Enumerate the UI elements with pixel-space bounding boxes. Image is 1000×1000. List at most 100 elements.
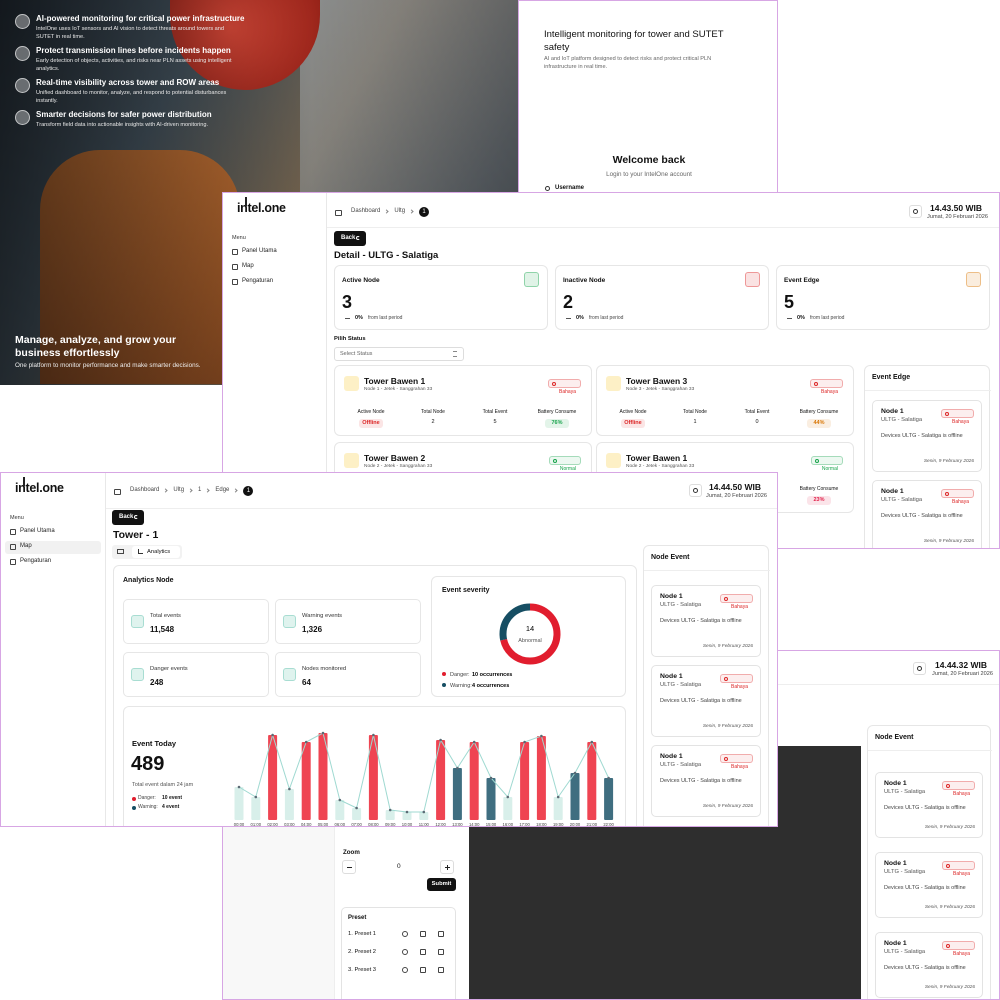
- event-node: Node 1: [660, 673, 683, 680]
- monitor-tab[interactable]: [117, 549, 124, 554]
- breadcrumb-chevron: [233, 488, 239, 493]
- breadcrumb-item[interactable]: 1: [198, 487, 202, 493]
- menu-active: [5, 541, 101, 554]
- badge-icon: [724, 677, 729, 681]
- zoom-value: 0: [397, 863, 401, 870]
- event-ultg: ULTG - Salatiga: [884, 949, 926, 955]
- stat-icon: [745, 272, 760, 287]
- feature-title: Smarter decisions for safer power distri…: [36, 110, 212, 119]
- sidebar: [1, 473, 106, 826]
- breadcrumb-item[interactable]: Edge: [215, 487, 230, 493]
- sidebar-toggle[interactable]: [335, 210, 342, 216]
- metric-value: 23%: [807, 496, 831, 505]
- x-tick-label: 22:00: [603, 822, 614, 827]
- menu-item[interactable]: Pengaturan: [20, 558, 52, 564]
- menu-item[interactable]: Map: [20, 543, 32, 549]
- tile-icon: [131, 615, 144, 628]
- metric-value: 5: [493, 419, 497, 425]
- event-message: Devices ULTG - Salatiga is offline: [884, 885, 966, 891]
- badge-icon: [946, 944, 951, 948]
- metric-tile: Nodes monitored 64: [275, 652, 421, 697]
- badge-label: Bahaya: [952, 419, 969, 425]
- back-button[interactable]: Back: [112, 510, 144, 525]
- analytics-tab[interactable]: Analytics: [132, 546, 180, 558]
- event-today-card: Event Today 489 Total event dalam 24 jam Da…: [123, 706, 626, 827]
- bar: [318, 733, 328, 820]
- sidebar-toggle[interactable]: [114, 489, 121, 495]
- bar: [553, 797, 563, 820]
- menu-item[interactable]: Pengaturan: [242, 278, 274, 284]
- preset-action[interactable]: [420, 949, 426, 955]
- bar-dot: [422, 810, 426, 814]
- menu-item[interactable]: Panel Utama: [20, 528, 55, 534]
- feature-icon: [15, 78, 30, 93]
- tower-card[interactable]: Tower Bawen 1 Node 1 - Jetek - Sanggrahan…: [334, 365, 592, 436]
- severity-card: Event severity 14 Abnormal Danger: 10 occurr…: [431, 576, 626, 697]
- theme-toggle[interactable]: [689, 484, 702, 497]
- header-divider: [106, 508, 777, 509]
- preset-name: 2. Preset 2: [348, 949, 377, 955]
- zoom-in[interactable]: [440, 860, 454, 874]
- breadcrumb-item[interactable]: Ultg: [394, 208, 406, 214]
- preset-action[interactable]: [402, 931, 408, 937]
- zoom-out[interactable]: [342, 860, 356, 874]
- status-select[interactable]: Select Status: [334, 347, 464, 361]
- submit-button[interactable]: Submit: [427, 878, 456, 891]
- menu-item[interactable]: Map: [242, 263, 254, 269]
- x-tick-label: 04:00: [301, 822, 312, 827]
- event-item[interactable]: Node 1 ULTG - Salatiga Bahaya Devices ULTG …: [651, 585, 761, 657]
- preset-action[interactable]: [438, 949, 444, 955]
- event-node: Node 1: [884, 860, 907, 867]
- metric-label: Battery Consume: [799, 409, 839, 415]
- preset-name: 3. Preset 3: [348, 967, 377, 973]
- clock-time: 14.43.50 WIB: [930, 203, 982, 213]
- preset-action[interactable]: [420, 931, 426, 937]
- event-item[interactable]: Node 1 ULTG - Salatiga Bahaya Devices ULTG …: [875, 852, 983, 918]
- preset-action[interactable]: [402, 967, 408, 973]
- metric-tile: Warning events 1,326: [275, 599, 421, 644]
- menu-label: Menu: [232, 235, 246, 241]
- preset-action[interactable]: [420, 967, 426, 973]
- preset-action[interactable]: [402, 949, 408, 955]
- theme-toggle[interactable]: [909, 205, 922, 218]
- breadcrumb-item[interactable]: 1: [419, 207, 430, 217]
- stat-label: Inactive Node: [563, 277, 606, 284]
- back-button[interactable]: Back: [334, 231, 366, 246]
- breadcrumb-item[interactable]: Dashboard: [130, 487, 160, 493]
- tower-card[interactable]: Tower Bawen 3 Node 3 - Jetek - Sanggrahan…: [596, 365, 854, 436]
- breadcrumb-item[interactable]: Dashboard: [351, 208, 381, 214]
- event-item[interactable]: Node 1 ULTG - Salatiga Bahaya Devices ULTG …: [651, 665, 761, 737]
- legend-value: 4 event: [162, 804, 180, 810]
- preset-action[interactable]: [438, 967, 444, 973]
- breadcrumb-item[interactable]: 1: [243, 486, 254, 496]
- welcome-title: Welcome back: [612, 154, 686, 166]
- bar: [234, 787, 244, 820]
- event-item[interactable]: Node 1 ULTG - Salatiga Bahaya Devices ULTG …: [651, 745, 761, 817]
- breadcrumb-chevron: [409, 209, 414, 214]
- event-item[interactable]: Node 1 ULTG - Salatiga Bahaya Devices ULTG …: [875, 932, 983, 998]
- back-label: Back: [119, 514, 134, 520]
- event-item[interactable]: Node 1 ULTG - Salatiga Bahaya Devices ULTG …: [872, 400, 982, 472]
- login-panel: Intelligent monitoring for tower and SUT…: [518, 0, 778, 193]
- event-item[interactable]: Node 1 ULTG - Salatiga Bahaya Devices ULTG …: [872, 480, 982, 548]
- preset-action[interactable]: [438, 931, 444, 937]
- x-tick-label: 08:00: [368, 822, 379, 827]
- feature-desc: Transform field data into actionable ins…: [36, 122, 209, 128]
- tower-sub: Node 2 - Jetek - Sanggrahan 33: [626, 464, 695, 469]
- metric-label: Battery Consume: [799, 486, 839, 492]
- bar-dot: [556, 795, 560, 799]
- status-badge: Bahaya: [941, 409, 974, 425]
- event-item[interactable]: Node 1 ULTG - Salatiga Bahaya Devices ULTG …: [875, 772, 983, 838]
- menu-item[interactable]: Panel Utama: [242, 248, 277, 254]
- breadcrumb-item[interactable]: Ultg: [173, 487, 185, 493]
- tile-icon: [131, 668, 144, 681]
- metric-value: Offline: [359, 419, 383, 428]
- x-tick-label: 17:00: [519, 822, 530, 827]
- logo-mark: [23, 477, 25, 486]
- menu-icon: [10, 544, 16, 550]
- x-tick-label: 01:00: [251, 822, 262, 827]
- submit-label: Submit: [431, 881, 452, 887]
- theme-toggle[interactable]: [913, 662, 926, 675]
- tile-value: 248: [150, 678, 164, 687]
